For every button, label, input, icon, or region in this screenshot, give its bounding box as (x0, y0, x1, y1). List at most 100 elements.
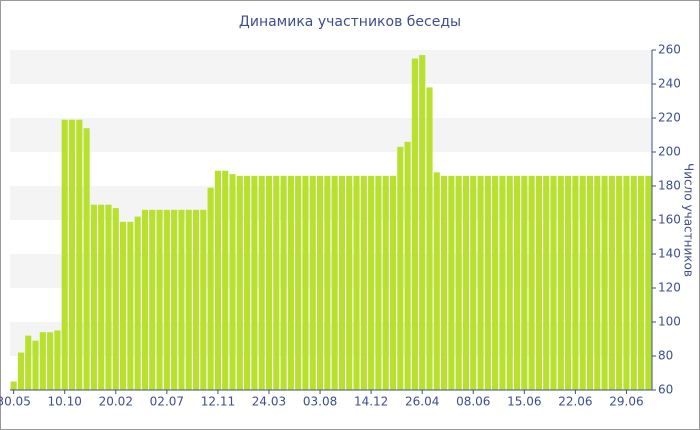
bar (492, 175, 499, 390)
bar (572, 175, 579, 390)
grid-band (10, 118, 652, 152)
bar (608, 175, 615, 390)
bar (287, 175, 294, 390)
bar (404, 141, 411, 390)
bar (90, 204, 97, 390)
bar (295, 175, 302, 390)
bar (163, 209, 170, 390)
bar (185, 209, 192, 390)
bar (470, 175, 477, 390)
bar (39, 332, 46, 390)
bar (397, 146, 404, 390)
bar (98, 204, 105, 390)
bar (229, 174, 236, 390)
bar (280, 175, 287, 390)
bar (484, 175, 491, 390)
bar (338, 175, 346, 390)
bar (521, 175, 528, 390)
bar (419, 55, 426, 390)
bar (594, 175, 601, 390)
bar (141, 209, 149, 390)
bar (455, 175, 462, 390)
y-tick-label: 180 (658, 179, 681, 193)
bar (17, 352, 25, 390)
bar (149, 209, 156, 390)
bar (368, 175, 375, 390)
bar (441, 175, 448, 390)
bar (506, 175, 513, 390)
bar (353, 175, 360, 390)
bar (579, 175, 586, 390)
chart-title: Динамика участников беседы (239, 14, 461, 30)
x-tick-label: 08.06 (456, 395, 490, 409)
bar (76, 119, 83, 390)
y-tick-label: 120 (658, 281, 681, 295)
bar (513, 175, 521, 390)
bar (68, 119, 76, 390)
grid-band (10, 50, 652, 84)
bar (324, 175, 331, 390)
bar (112, 208, 119, 390)
bar (346, 175, 353, 390)
bar (32, 340, 39, 390)
bar (120, 221, 127, 390)
bar (426, 87, 433, 391)
bar (83, 128, 90, 390)
y-tick-label: 200 (658, 145, 681, 159)
bar (134, 216, 141, 390)
x-tick-label: 29.06 (609, 395, 643, 409)
bar (477, 175, 484, 390)
bar (222, 170, 229, 390)
bar (331, 175, 338, 390)
bar (616, 175, 623, 390)
bar (156, 209, 163, 390)
bar (171, 209, 178, 390)
bar (178, 209, 185, 390)
bar (244, 175, 251, 390)
x-tick-label: 30.05 (0, 395, 31, 409)
x-tick-label: 14.12 (354, 395, 388, 409)
bar (375, 175, 382, 390)
bar (360, 175, 367, 390)
y-tick-label: 240 (658, 77, 681, 91)
bar (528, 175, 535, 390)
bar (273, 175, 280, 390)
x-tick-label: 15.06 (507, 395, 541, 409)
x-tick-label: 03.08 (303, 395, 337, 409)
bar (127, 221, 134, 390)
bar (389, 175, 397, 390)
bar (586, 175, 594, 390)
bar (105, 204, 112, 390)
y-tick-label: 260 (658, 43, 681, 57)
x-tick-label: 24.03 (252, 395, 286, 409)
y-tick-label: 60 (658, 383, 673, 397)
bar (25, 335, 32, 390)
y-tick-label: 80 (658, 349, 673, 363)
bar (47, 332, 54, 390)
x-tick-label: 26.04 (405, 395, 439, 409)
bar (645, 175, 652, 390)
y-tick-label: 100 (658, 315, 681, 329)
bar (382, 175, 389, 390)
bar (251, 175, 258, 390)
bar (550, 175, 557, 390)
bar (200, 209, 207, 390)
bar (623, 175, 630, 390)
bar (316, 175, 324, 390)
bar (61, 119, 68, 390)
bar (10, 381, 17, 390)
bar (309, 175, 316, 390)
y-tick-label: 140 (658, 247, 681, 261)
bar (302, 175, 309, 390)
bar (630, 175, 637, 390)
bar (462, 175, 470, 390)
x-tick-label: 12.11 (201, 395, 235, 409)
y-tick-label: 160 (658, 213, 681, 227)
bar (557, 175, 564, 390)
bar (499, 175, 506, 390)
bar (543, 175, 550, 390)
bar (601, 175, 608, 390)
y-tick-label: 220 (658, 111, 681, 125)
x-tick-label: 02.07 (150, 395, 184, 409)
